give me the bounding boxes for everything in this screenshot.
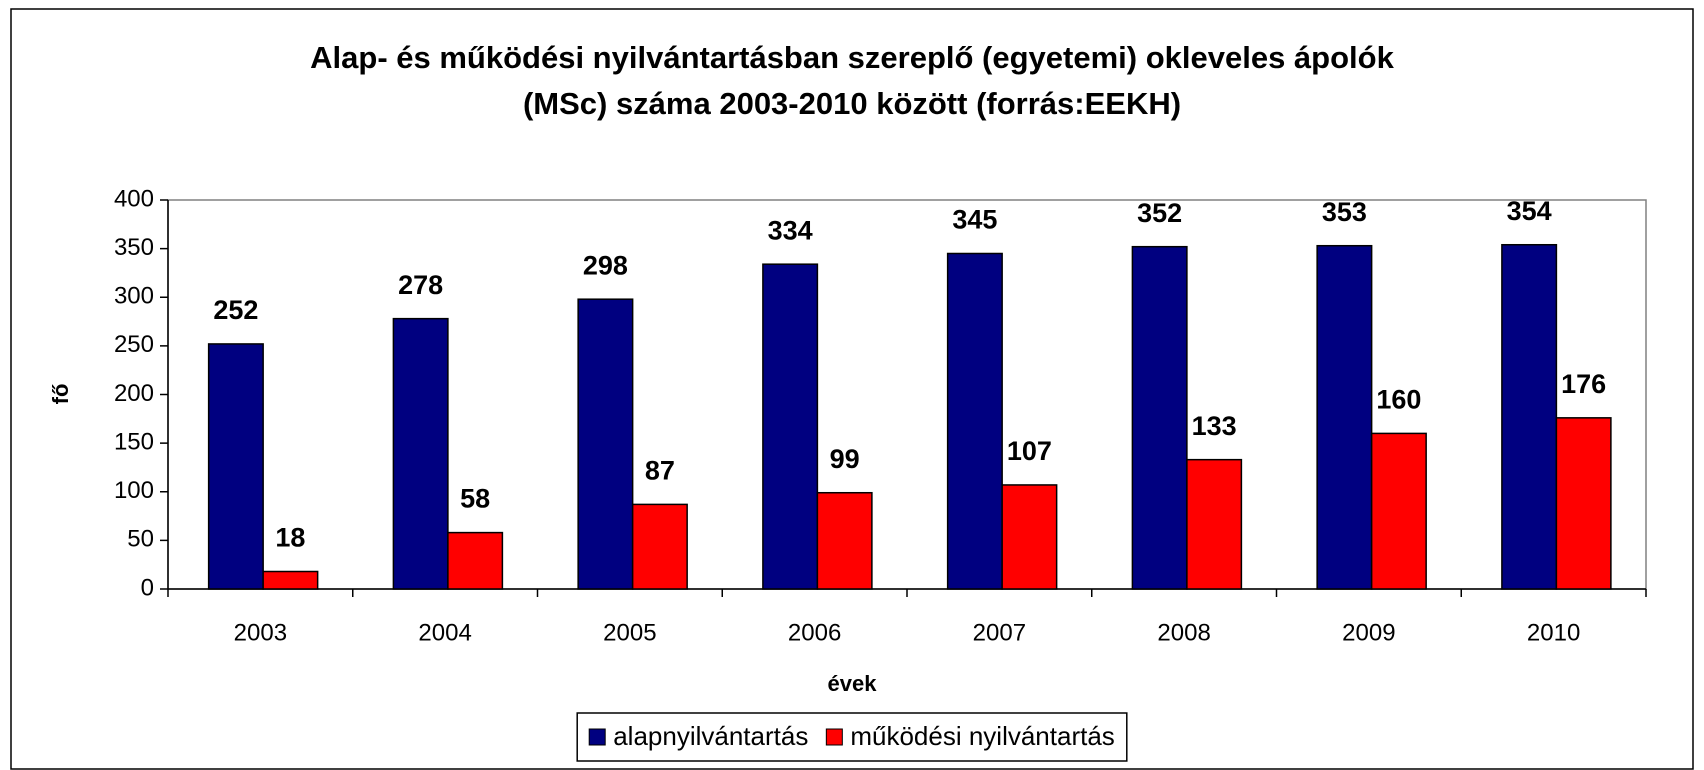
x-tick-label: 2006 <box>788 619 841 646</box>
bar <box>946 252 1003 590</box>
x-tick-label: 2005 <box>603 619 656 646</box>
data-label: 176 <box>1561 369 1606 399</box>
data-label: 160 <box>1376 385 1421 415</box>
bar <box>447 531 504 590</box>
y-tick-label: 100 <box>114 477 154 504</box>
data-label: 352 <box>1137 198 1182 228</box>
x-tick-label: 2008 <box>1157 619 1210 646</box>
data-label: 354 <box>1507 196 1552 226</box>
x-tick-label: 2003 <box>234 619 287 646</box>
legend-swatch <box>825 728 843 746</box>
bar <box>1316 244 1373 590</box>
legend-label: működési nyilvántartás <box>850 721 1114 751</box>
x-tick-label: 2004 <box>418 619 471 646</box>
bar <box>631 503 688 590</box>
bar <box>762 263 819 590</box>
bar <box>577 298 634 590</box>
y-tick-label: 0 <box>141 574 154 601</box>
bar <box>392 317 449 590</box>
x-tick-label: 2007 <box>973 619 1026 646</box>
bar <box>1001 484 1058 590</box>
data-label: 58 <box>460 484 490 514</box>
chart-title: (MSc) száma 2003-2010 között (forrás:EEK… <box>523 86 1181 121</box>
bar <box>1186 458 1243 590</box>
data-label: 99 <box>830 444 860 474</box>
bar <box>1501 243 1558 590</box>
chart-title: Alap- és működési nyilvántartásban szere… <box>310 40 1394 75</box>
legend-swatch <box>588 728 606 746</box>
data-label: 298 <box>583 250 628 280</box>
data-label: 107 <box>1007 436 1052 466</box>
y-tick-label: 300 <box>114 283 154 310</box>
bar <box>1131 245 1188 590</box>
data-label: 334 <box>768 215 813 245</box>
data-label: 87 <box>645 456 675 486</box>
data-label: 18 <box>275 523 305 553</box>
x-tick-label: 2009 <box>1342 619 1395 646</box>
data-label: 345 <box>952 205 997 235</box>
data-label: 353 <box>1322 197 1367 227</box>
bar <box>1555 417 1612 590</box>
legend: alapnyilvántartás működési nyilvántartás <box>576 712 1128 762</box>
x-axis-label: évek <box>828 671 878 696</box>
legend-label: alapnyilvántartás <box>613 721 808 751</box>
bar <box>207 343 264 590</box>
bar <box>1370 432 1427 590</box>
y-tick-label: 400 <box>114 185 154 212</box>
data-label: 278 <box>398 270 443 300</box>
bar <box>262 570 319 590</box>
y-tick-label: 150 <box>114 428 154 455</box>
y-tick-label: 350 <box>114 234 154 261</box>
y-tick-label: 250 <box>114 331 154 358</box>
data-label: 252 <box>213 295 258 325</box>
y-tick-label: 50 <box>127 526 154 553</box>
bar <box>816 491 873 590</box>
data-label: 133 <box>1192 411 1237 441</box>
y-axis-label: fő <box>48 384 73 405</box>
chart-border <box>10 8 1694 770</box>
legend-box <box>576 712 1128 762</box>
y-tick-label: 200 <box>114 380 154 407</box>
x-tick-label: 2010 <box>1527 619 1580 646</box>
